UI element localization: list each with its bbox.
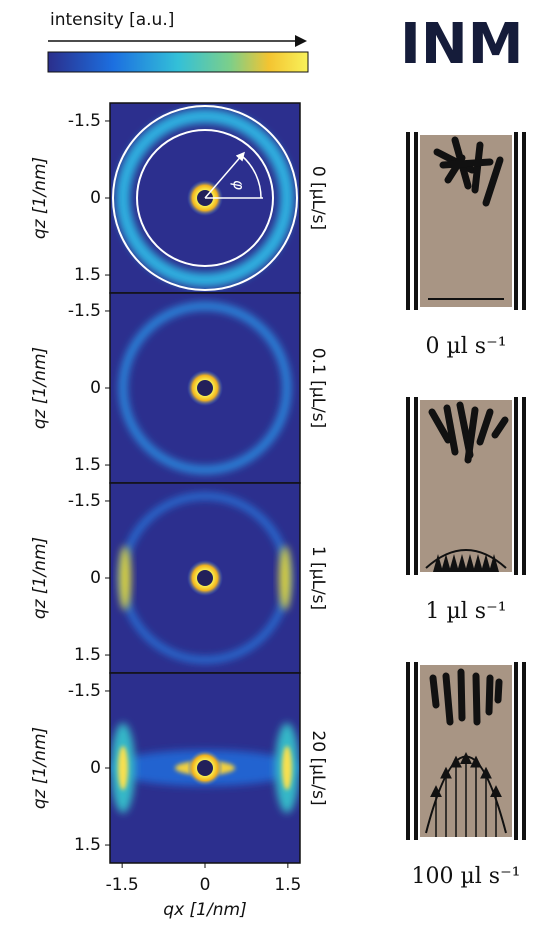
x-tick-label: 1.5	[274, 875, 301, 895]
y-tick-label: 0	[90, 378, 101, 398]
arc	[118, 746, 128, 790]
arc	[119, 546, 131, 610]
x-tick-label: 0	[200, 875, 211, 895]
y-axis-label: qz [1/nm]	[30, 537, 50, 619]
flow-rate-label: 1 [µL/s]	[308, 546, 328, 610]
y-tick-label: -1.5	[68, 301, 101, 321]
rod	[476, 676, 477, 722]
scattering-pattern	[110, 673, 300, 863]
schematics: 0 µl s⁻¹ 1 µl s⁻¹ 100 µl s⁻¹	[408, 132, 524, 889]
figure: intensity [a.u.] INM φ -1.5 0 1.5 qz [1/nm] 0…	[0, 0, 543, 931]
scattering-pattern	[110, 483, 300, 673]
y-axis-label: qz [1/nm]	[30, 727, 50, 809]
y-tick-label: 0	[90, 188, 101, 208]
rod	[461, 672, 462, 718]
rod	[498, 682, 499, 700]
beamstop	[197, 570, 213, 586]
arc	[279, 546, 291, 610]
flow-rate-label: 0.1 [µL/s]	[308, 348, 328, 429]
flow-rate-label: 20 [µL/s]	[308, 730, 328, 805]
arc	[282, 746, 292, 790]
y-tick-label: -1.5	[68, 111, 101, 131]
flow-rate-label: 0 [µL/s]	[308, 166, 328, 230]
logo: INM	[400, 12, 523, 77]
y-axis-label: qz [1/nm]	[30, 347, 50, 429]
panels: φ -1.5 0 1.5 qz [1/nm] 0 [µL/s] -1.5 0 1.5 qz [1/…	[30, 103, 328, 895]
y-tick-label: 1.5	[74, 265, 101, 285]
flow-rate: 0 µl s⁻¹	[425, 334, 506, 359]
y-tick-label: 0	[90, 758, 101, 778]
phi: φ	[230, 180, 248, 190]
beamstop	[197, 380, 213, 396]
y-axis-label: qz [1/nm]	[30, 157, 50, 239]
y-tick-label: 1.5	[74, 835, 101, 855]
y-tick-label: 1.5	[74, 645, 101, 665]
rod	[433, 678, 436, 705]
scattering-pattern	[110, 293, 300, 483]
rod	[475, 145, 480, 190]
y-tick-label: 0	[90, 568, 101, 588]
rod	[446, 676, 450, 722]
colorbar	[48, 52, 308, 72]
rod	[489, 678, 490, 712]
colorbar-label: intensity [a.u.]	[50, 10, 174, 30]
y-tick-label: -1.5	[68, 491, 101, 511]
flow-rate: 1 µl s⁻¹	[425, 599, 506, 624]
beamstop	[197, 760, 213, 776]
x-tick-label: -1.5	[106, 875, 139, 895]
flow-rate: 100 µl s⁻¹	[411, 864, 520, 889]
rod	[443, 162, 490, 165]
scattering-pattern: φ	[110, 103, 300, 293]
y-tick-label: 1.5	[74, 455, 101, 475]
y-tick-label: -1.5	[68, 681, 101, 701]
x-axis-label: qx [1/nm]	[163, 900, 246, 920]
